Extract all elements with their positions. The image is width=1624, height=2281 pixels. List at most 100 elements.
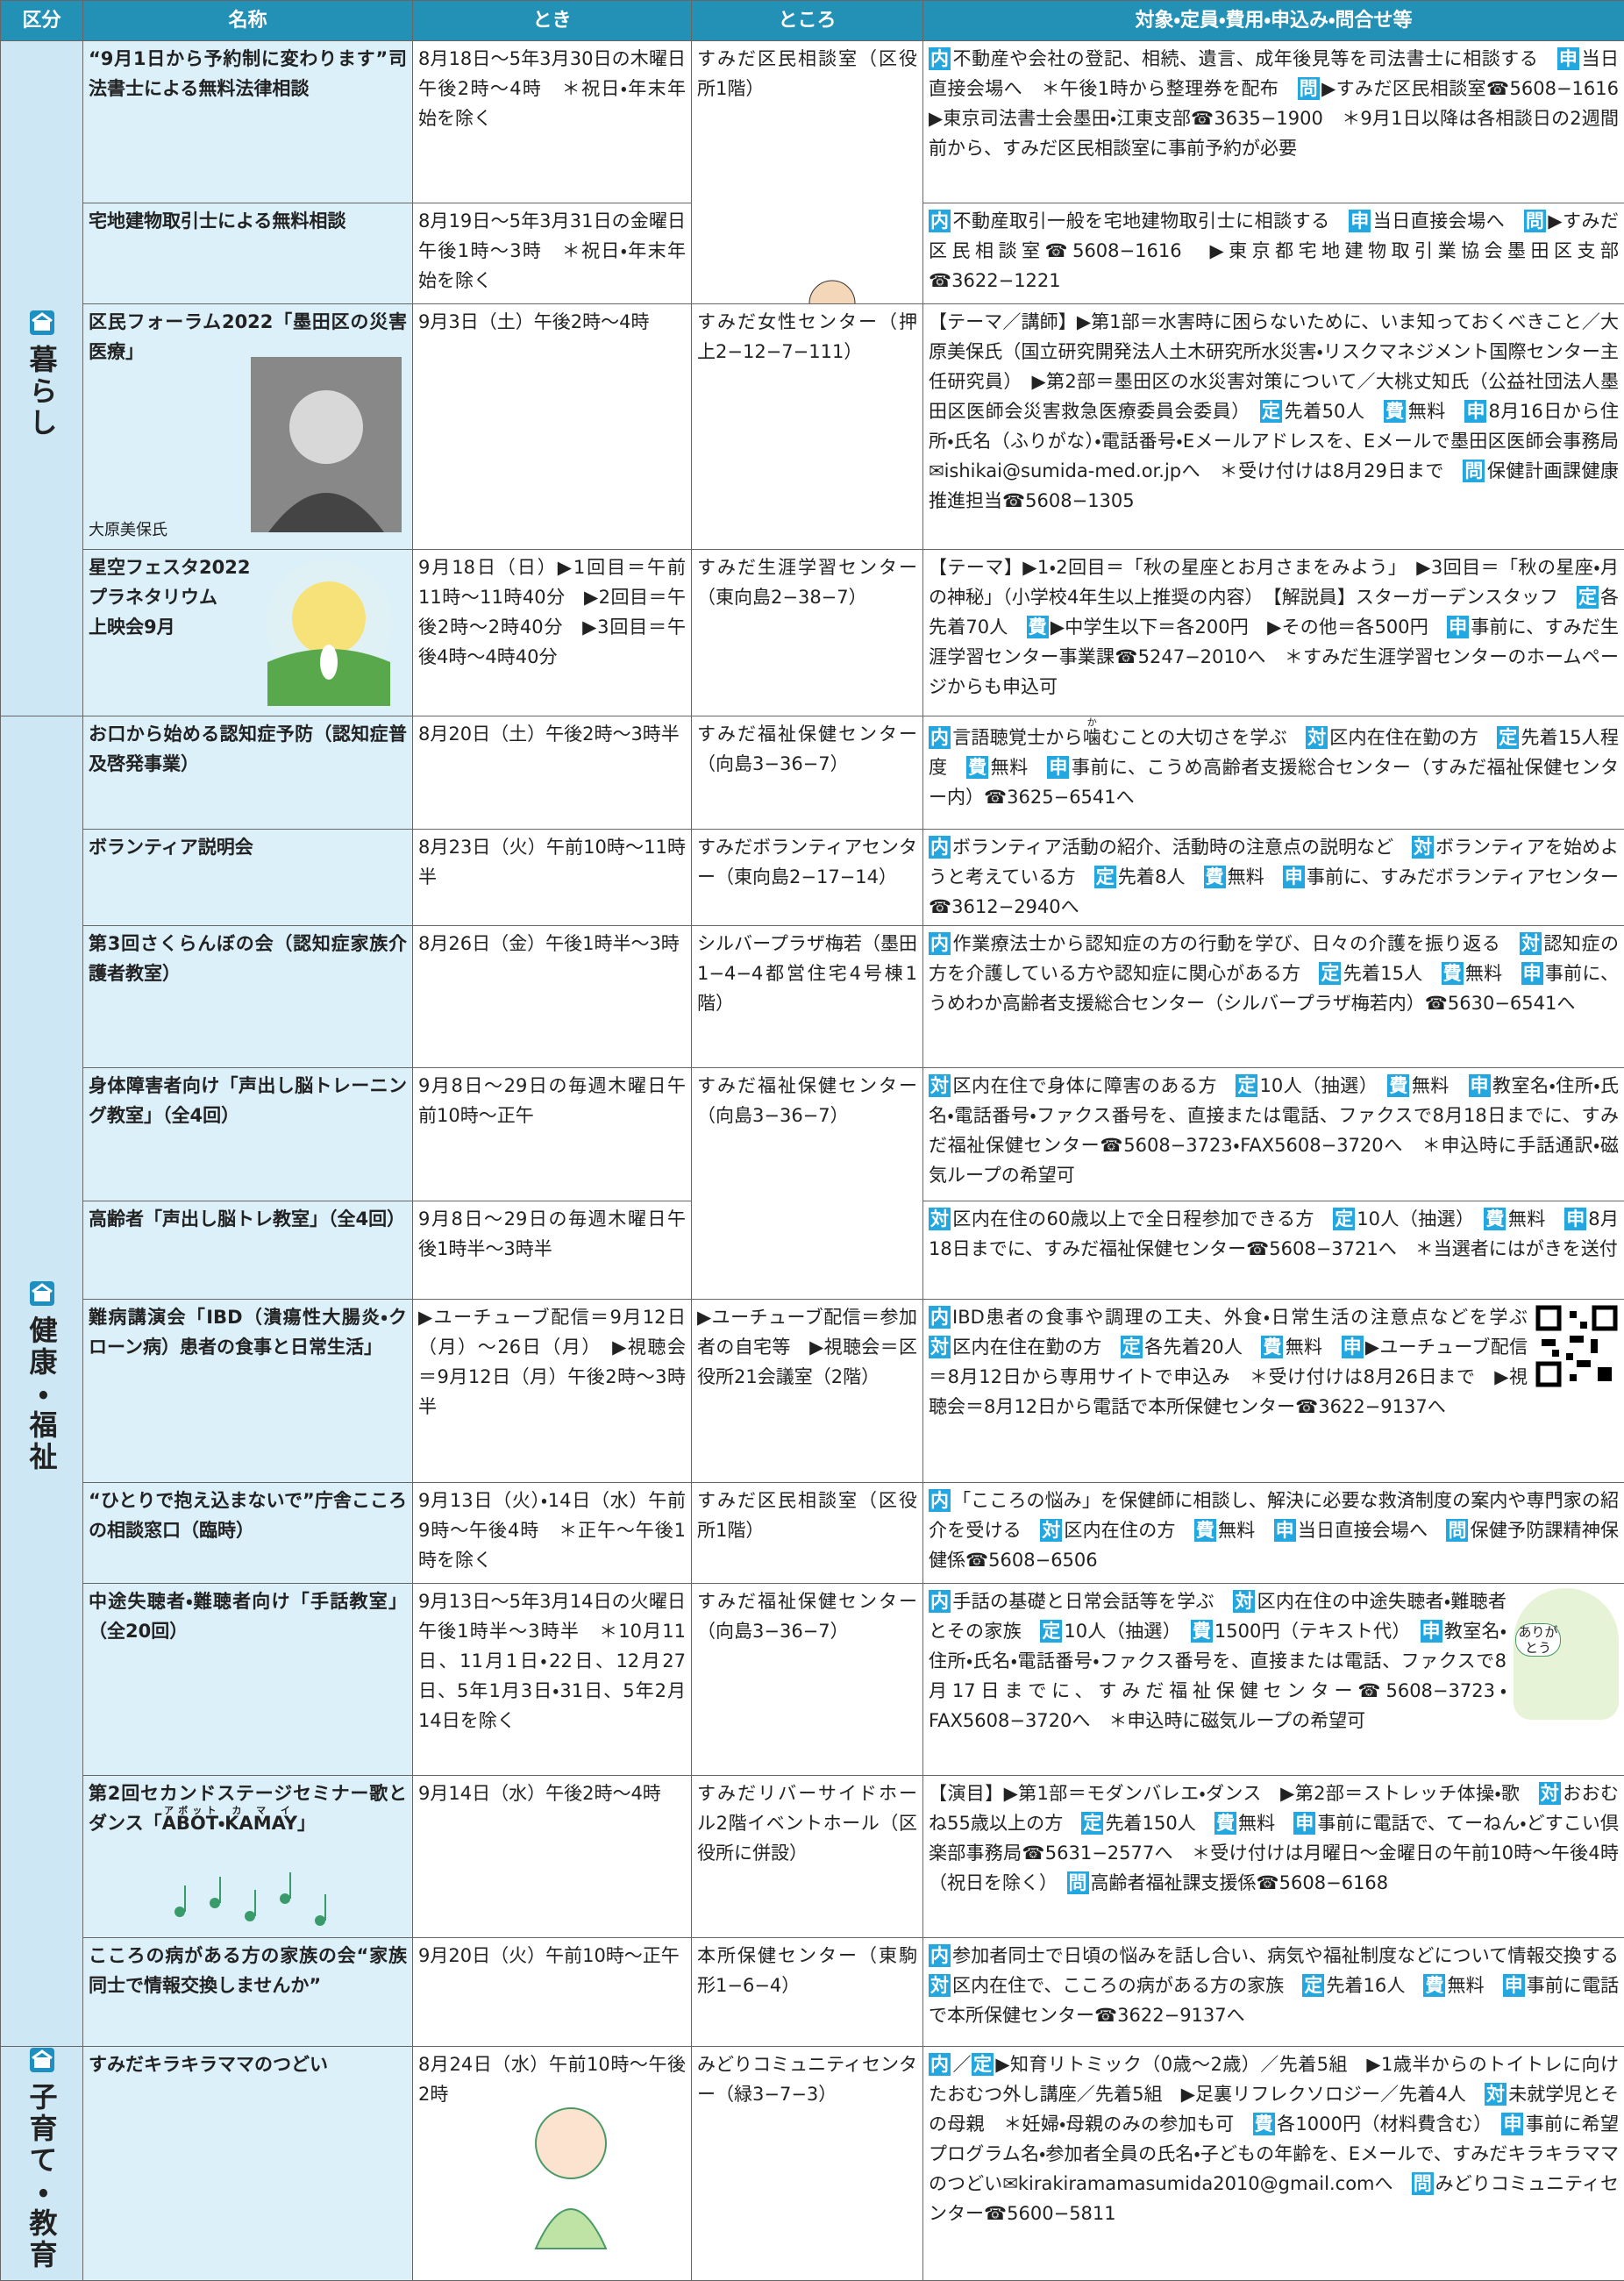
name-cell: 区民フォーラム2022「墨田区の災害医療」大原美保氏 (83, 304, 413, 550)
cell-text: 9月8日〜29日の毎週木曜日午後1時半〜3時半 (418, 1208, 686, 1259)
header-cell: 名称 (83, 1, 413, 41)
badge: 定 (1333, 1208, 1355, 1230)
text-run: 無料 (1465, 963, 1521, 984)
when-cell: 8月26日（金）午後1時半〜3時 (413, 926, 692, 1068)
text-run: 作業療法士から認知症の方の行動を学び、日々の介護を振り返る (952, 933, 1520, 954)
header-cell: ところ (692, 1, 923, 41)
badge: 費 (1261, 1336, 1283, 1358)
cell-text: 9月13日（火）・14日（水）午前9時〜午後4時 ＊正午〜午後1時を除く (418, 1490, 686, 1571)
when-cell: 8月23日（火）午前10時〜11時半 (413, 830, 692, 926)
where-cell: すみだ区民相談室（区役所1階） (692, 1483, 923, 1584)
text-run: 先着8人 (1118, 866, 1204, 887)
text-run: IBD患者の食事や調理の工夫、外食・日常生活の注意点などを学ぶ (952, 1307, 1546, 1328)
category-cell: 暮らし (1, 41, 83, 716)
when-cell: 9月18日（日）▶1回目＝午前11時〜11時40分 ▶2回目＝午後2時〜2時40… (413, 550, 692, 716)
detail-cell: 内言語聴覚士から噛かむことの大切さを学ぶ 対区内在住在勤の方 定先着15人程度 … (923, 716, 1624, 830)
cell-text: 8月18日〜5年3月30日の木曜日午後2時〜4時 ＊祝日・年末年始を除く (418, 48, 686, 129)
badge: 定 (1236, 1074, 1257, 1097)
category-label: 暮らし (25, 345, 60, 439)
where-cell: すみだ福祉保健センター（向島3−36−7） (692, 716, 923, 830)
table-row: “ひとりで抱え込まないで”庁舎こころの相談窓口（臨時）9月13日（火）・14日（… (1, 1483, 1624, 1584)
qr-code (1535, 1304, 1619, 1388)
category-icon (29, 1280, 55, 1307)
badge: 費 (1191, 1620, 1213, 1643)
text-run: 各先着20人 (1144, 1337, 1262, 1358)
text-run: 10人（抽選） (1064, 1621, 1191, 1642)
cell-text: すみだ福祉保健センター（向島3−36−7） (697, 1591, 917, 1642)
detail-cell: 内ボランティア活動の紹介、活動時の注意点の説明など 対ボランティアを始めようと考… (923, 830, 1624, 926)
text-run: 【演目】▶第1部＝モダンバレエ・ダンス ▶第2部＝ストレッチ体操・歌 (929, 1783, 1539, 1804)
where-cell: すみだ福祉保健センター（向島3−36−7） (692, 1068, 923, 1300)
text-run: 手話の基礎と日常会話等を学ぶ (952, 1591, 1233, 1612)
badge: 申 (1047, 756, 1069, 779)
badge: 申 (1274, 1519, 1296, 1542)
badge: 問 (1446, 1519, 1468, 1542)
when-cell: 9月14日（水）午後2時〜4時 (413, 1776, 692, 1938)
name-cell: こころの病がある方の家族の会“家族同士で情報交換しませんか” (83, 1938, 413, 2047)
badge: 定 (1081, 1812, 1103, 1835)
badge: 対 (929, 1336, 951, 1358)
badge: 費 (1253, 2113, 1275, 2135)
where-cell: すみだ区民相談室（区役所1階） (692, 41, 923, 304)
badge: 申 (1469, 1074, 1491, 1097)
ruby-text: 噛か (1083, 727, 1101, 748)
text-run: 高齢者福祉課支援係☎5608−6168 (1091, 1872, 1389, 1893)
cell-text: 9月14日（水）午後2時〜4時 (418, 1783, 661, 1804)
ruby-base: 噛 (1083, 727, 1101, 748)
table-row: 中途失聴者・難聴者向け「手話教室」（全20回）9月13日〜5年3月14日の火曜日… (1, 1584, 1624, 1776)
when-cell: 9月8日〜29日の毎週木曜日午前10時〜正午 (413, 1068, 692, 1201)
child-illustration (509, 2099, 632, 2257)
text-run: 不動産取引一般を宅地建物取引士に相談する (952, 210, 1349, 232)
badge: 費 (1484, 1208, 1506, 1230)
name-cell: 高齢者「声出し脳トレ教室」（全4回） (83, 1201, 413, 1300)
cell-text: 8月23日（火）午前10時〜11時半 (418, 837, 686, 887)
text-run: 無料 (1238, 1813, 1293, 1834)
badge: 定 (1040, 1620, 1062, 1643)
cell-text: “9月1日から予約制に変わります”司法書士による無料法律相談 (89, 48, 407, 99)
badge: 費 (966, 756, 988, 779)
detail-cell: 【演目】▶第1部＝モダンバレエ・ダンス ▶第2部＝ストレッチ体操・歌 対おおむね… (923, 1776, 1624, 1938)
badge: 問 (1524, 210, 1546, 232)
badge: 費 (1204, 866, 1226, 888)
badge: 申 (1521, 962, 1543, 985)
text-run: 先着16人 (1326, 1975, 1423, 1996)
ruby-reading: か (1083, 716, 1101, 728)
where-cell: すみだ女性センター（押上2−12−7−111） (692, 304, 923, 550)
text-run: 」 (297, 1813, 316, 1834)
when-cell: 9月13日（火）・14日（水）午前9時〜午後4時 ＊正午〜午後1時を除く (413, 1483, 692, 1584)
badge: 内 (929, 726, 951, 749)
cell-text: すみだ福祉保健センター（向島3−36−7） (697, 1075, 917, 1126)
text-run: 無料 (1411, 1075, 1468, 1096)
when-cell: 8月18日〜5年3月30日の木曜日午後2時〜4時 ＊祝日・年末年始を除く (413, 41, 692, 203)
table-row: 身体障害者向け「声出し脳トレーニング教室」（全4回）9月8日〜29日の毎週木曜日… (1, 1068, 1624, 1201)
badge: 問 (1298, 77, 1320, 100)
badge: 対 (1520, 932, 1542, 955)
badge: 定 (972, 2053, 994, 2076)
badge: 内 (929, 47, 951, 70)
badge: 対 (929, 1974, 951, 1997)
ruby-text: ABOTアボット (162, 1813, 218, 1834)
badge: 申 (1464, 400, 1486, 423)
where-cell: すみだリバーサイドホール2階イベントホール（区役所に併設） (692, 1776, 923, 1938)
moon-illustration (263, 557, 395, 706)
badge: 定 (1260, 400, 1282, 423)
text-run: 各1000円（材料費含む） (1277, 2113, 1502, 2135)
text-run: 参加者同士で日頃の悩みを話し合い、病気や福祉制度などについて情報交換する (952, 1945, 1624, 1966)
cell-text: 宅地建物取引士による無料相談 (89, 210, 345, 232)
detail-cell: 内「こころの悩み」を保健師に相談し、解決に必要な救済制度の案内や専門家の紹介を受… (923, 1483, 1624, 1584)
badge: 申 (1421, 1620, 1442, 1643)
when-cell: 9月20日（火）午前10時〜正午 (413, 1938, 692, 2047)
badge: 内 (929, 1590, 951, 1613)
badge: 対 (1485, 2083, 1506, 2106)
where-cell: すみだ生涯学習センター（東向島2−38−7） (692, 550, 923, 716)
text-run: 区内在住在勤の方 (1329, 727, 1497, 748)
when-cell: 9月8日〜29日の毎週木曜日午後1時半〜3時半 (413, 1201, 692, 1300)
text-run: 先着50人 (1284, 401, 1384, 422)
